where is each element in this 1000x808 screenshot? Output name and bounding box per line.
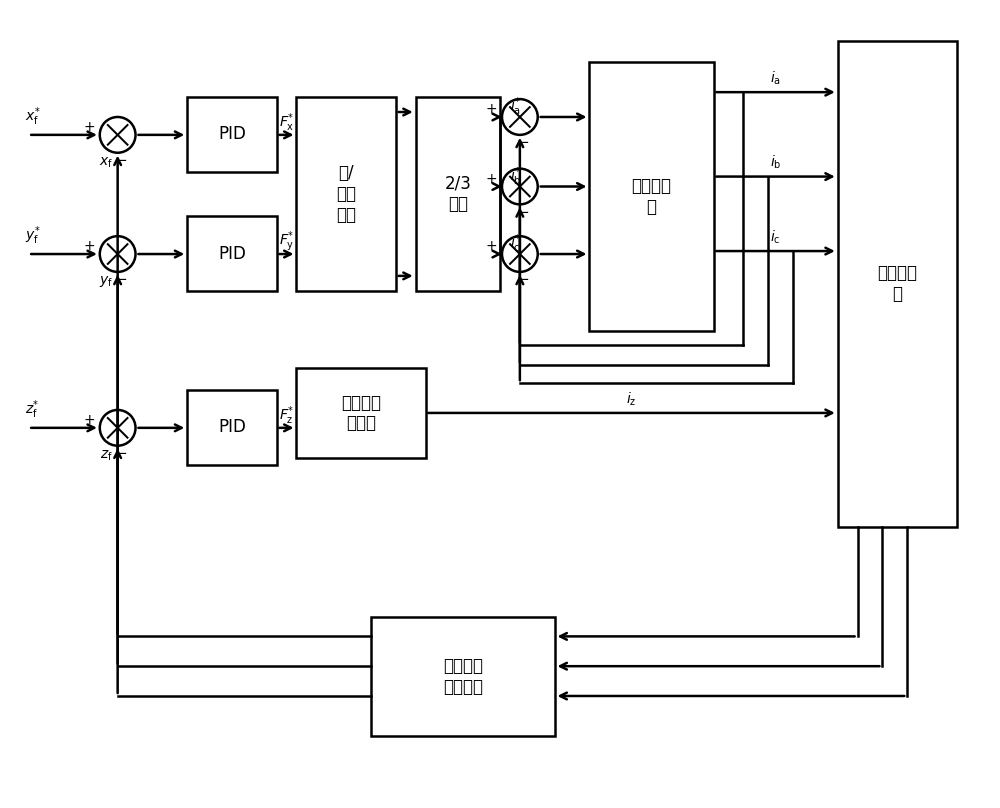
Circle shape (502, 169, 538, 204)
Text: $i_{\rm z}$: $i_{\rm z}$ (626, 390, 637, 408)
Circle shape (100, 117, 136, 153)
Text: +: + (485, 171, 497, 186)
Text: 混合磁轴
承: 混合磁轴 承 (877, 264, 917, 303)
Circle shape (502, 99, 538, 135)
Text: $y_{\rm f}^{*}$: $y_{\rm f}^{*}$ (25, 225, 41, 247)
Text: $F_{\rm y}^{*}$: $F_{\rm y}^{*}$ (279, 229, 294, 255)
Text: $i_{\rm b}^{*}$: $i_{\rm b}^{*}$ (510, 166, 521, 188)
Text: $i_{\rm a}^{*}$: $i_{\rm a}^{*}$ (510, 96, 521, 118)
Text: +: + (485, 239, 497, 253)
Text: $F_{\rm x}^{*}$: $F_{\rm x}^{*}$ (279, 112, 294, 134)
Text: $i_{\rm b}$: $i_{\rm b}$ (770, 154, 781, 171)
Text: 电涅流位
移传感器: 电涅流位 移传感器 (443, 657, 483, 696)
FancyBboxPatch shape (589, 62, 714, 330)
FancyBboxPatch shape (187, 217, 277, 291)
FancyBboxPatch shape (296, 97, 396, 291)
Text: −: − (516, 204, 529, 220)
Text: −: − (114, 272, 127, 288)
Text: $y_{\rm f}$: $y_{\rm f}$ (99, 275, 113, 289)
FancyBboxPatch shape (187, 390, 277, 465)
Text: $z_{\rm f}$: $z_{\rm f}$ (100, 448, 113, 463)
Text: PID: PID (218, 419, 246, 436)
Text: $i_{\rm a}$: $i_{\rm a}$ (770, 69, 781, 87)
FancyBboxPatch shape (416, 97, 500, 291)
Text: $x_{\rm f}$: $x_{\rm f}$ (99, 155, 113, 170)
Text: 2/3
变换: 2/3 变换 (444, 175, 471, 213)
Text: +: + (83, 413, 95, 427)
Text: $z_{\rm f}^{*}$: $z_{\rm f}^{*}$ (25, 398, 40, 421)
FancyBboxPatch shape (296, 368, 426, 457)
Text: $x_{\rm f}^{*}$: $x_{\rm f}^{*}$ (25, 106, 41, 128)
Text: 开关功率
放大器: 开关功率 放大器 (341, 393, 381, 432)
Text: −: − (114, 154, 127, 168)
Text: +: + (485, 102, 497, 116)
Circle shape (100, 236, 136, 272)
Text: −: − (114, 446, 127, 461)
Text: −: − (516, 272, 529, 288)
Circle shape (100, 410, 136, 446)
Text: $i_{\rm c}$: $i_{\rm c}$ (770, 229, 781, 246)
Text: +: + (83, 239, 95, 253)
Text: PID: PID (218, 125, 246, 143)
FancyBboxPatch shape (838, 40, 957, 527)
Text: +: + (83, 120, 95, 134)
FancyBboxPatch shape (371, 617, 555, 736)
Text: 力/
电流
变换: 力/ 电流 变换 (336, 164, 356, 224)
Text: $F_{\rm z}^{*}$: $F_{\rm z}^{*}$ (279, 405, 294, 427)
FancyBboxPatch shape (187, 97, 277, 171)
Text: PID: PID (218, 245, 246, 263)
Text: −: − (516, 135, 529, 150)
Text: $i_{\rm c}^{*}$: $i_{\rm c}^{*}$ (510, 233, 521, 255)
Text: 功率逆变
器: 功率逆变 器 (631, 177, 671, 216)
Circle shape (502, 236, 538, 272)
